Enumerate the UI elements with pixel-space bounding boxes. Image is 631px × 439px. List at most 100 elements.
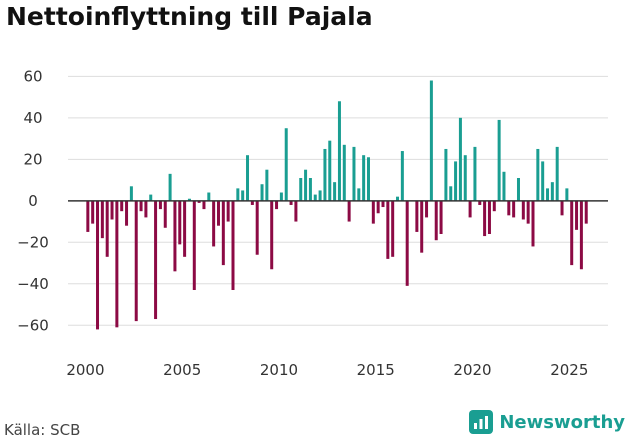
bar-chart: −60 −40 −20 0 20 40 60 2000 2005 2010 2015 2020 202… [17, 67, 608, 379]
bar [168, 173, 172, 201]
bar [144, 200, 148, 218]
bar [444, 148, 448, 201]
bar [565, 188, 569, 201]
bar [187, 198, 191, 201]
bar [129, 186, 133, 201]
bar [158, 200, 162, 210]
bar [560, 200, 564, 216]
y-tick-label: 60 [23, 67, 42, 85]
bar [546, 188, 550, 201]
bar [139, 200, 143, 212]
bar [396, 196, 400, 201]
bar [120, 200, 124, 212]
bar [250, 200, 254, 205]
bar [91, 200, 95, 224]
bar [531, 200, 535, 247]
bar [149, 194, 153, 201]
bar [536, 148, 540, 201]
bar [260, 184, 264, 201]
bar [275, 200, 279, 210]
bar [366, 157, 370, 201]
bar [270, 200, 274, 270]
x-tick-label: 2020 [453, 361, 491, 379]
bar [333, 182, 337, 201]
bar [521, 200, 525, 220]
bar [197, 200, 201, 203]
y-tick-label: −40 [17, 275, 49, 293]
bar [429, 80, 433, 201]
bar [415, 200, 419, 232]
bar [299, 178, 303, 201]
bar [163, 200, 167, 228]
y-tick-label: 20 [23, 150, 42, 168]
bar [328, 140, 332, 201]
bar [342, 144, 346, 201]
bar [279, 192, 283, 201]
bar [202, 200, 206, 210]
bar [376, 200, 380, 214]
bar [483, 200, 487, 237]
bar [337, 101, 341, 201]
bar [86, 200, 90, 232]
bar [502, 171, 506, 201]
brand-name: Newsworthy [499, 411, 625, 433]
bar [110, 200, 114, 220]
bar [420, 200, 424, 253]
bar [497, 119, 501, 201]
bar [154, 200, 158, 320]
bar [570, 200, 574, 266]
bar [125, 200, 129, 226]
bar [425, 200, 429, 218]
bar [255, 200, 259, 255]
bar-chart-logo-icon [469, 410, 494, 434]
bar [478, 200, 482, 205]
bar [192, 200, 196, 290]
bar [134, 200, 138, 322]
bar [458, 117, 462, 201]
bar [439, 200, 443, 234]
bars [86, 80, 588, 330]
x-axis-labels: 2000 2005 2010 2015 2020 2025 [66, 361, 588, 379]
bar [246, 155, 250, 201]
bar [352, 146, 356, 201]
bar [216, 200, 220, 226]
bar [473, 146, 477, 201]
bar [487, 200, 491, 234]
bar [584, 200, 588, 224]
bar [468, 200, 472, 218]
y-tick-label: 0 [28, 192, 38, 210]
bar [294, 200, 298, 222]
bar [492, 200, 496, 212]
bar [323, 148, 327, 201]
y-tick-label: −20 [17, 233, 49, 251]
bar [221, 200, 225, 266]
x-tick-label: 2010 [260, 361, 298, 379]
bar [400, 151, 404, 201]
bar [304, 169, 308, 201]
bar [550, 182, 554, 201]
bar [236, 188, 240, 201]
bar [318, 190, 322, 201]
bar [96, 200, 100, 330]
y-tick-label: −60 [17, 316, 49, 334]
bar [507, 200, 511, 216]
bar [516, 178, 520, 201]
bar [284, 128, 288, 201]
x-tick-label: 2025 [550, 361, 588, 379]
bar [434, 200, 438, 241]
bar [207, 192, 211, 201]
bar [575, 200, 579, 230]
bar [512, 200, 516, 218]
bar [526, 200, 530, 224]
x-tick-label: 2005 [163, 361, 201, 379]
bar [381, 200, 385, 208]
bar [405, 200, 409, 286]
bar [265, 169, 269, 201]
bar [463, 155, 467, 201]
bar [386, 200, 390, 259]
bar [541, 161, 545, 201]
source-note: Källa: SCB [4, 421, 81, 439]
bar [371, 200, 375, 224]
bar [347, 200, 351, 222]
bar [105, 200, 109, 257]
